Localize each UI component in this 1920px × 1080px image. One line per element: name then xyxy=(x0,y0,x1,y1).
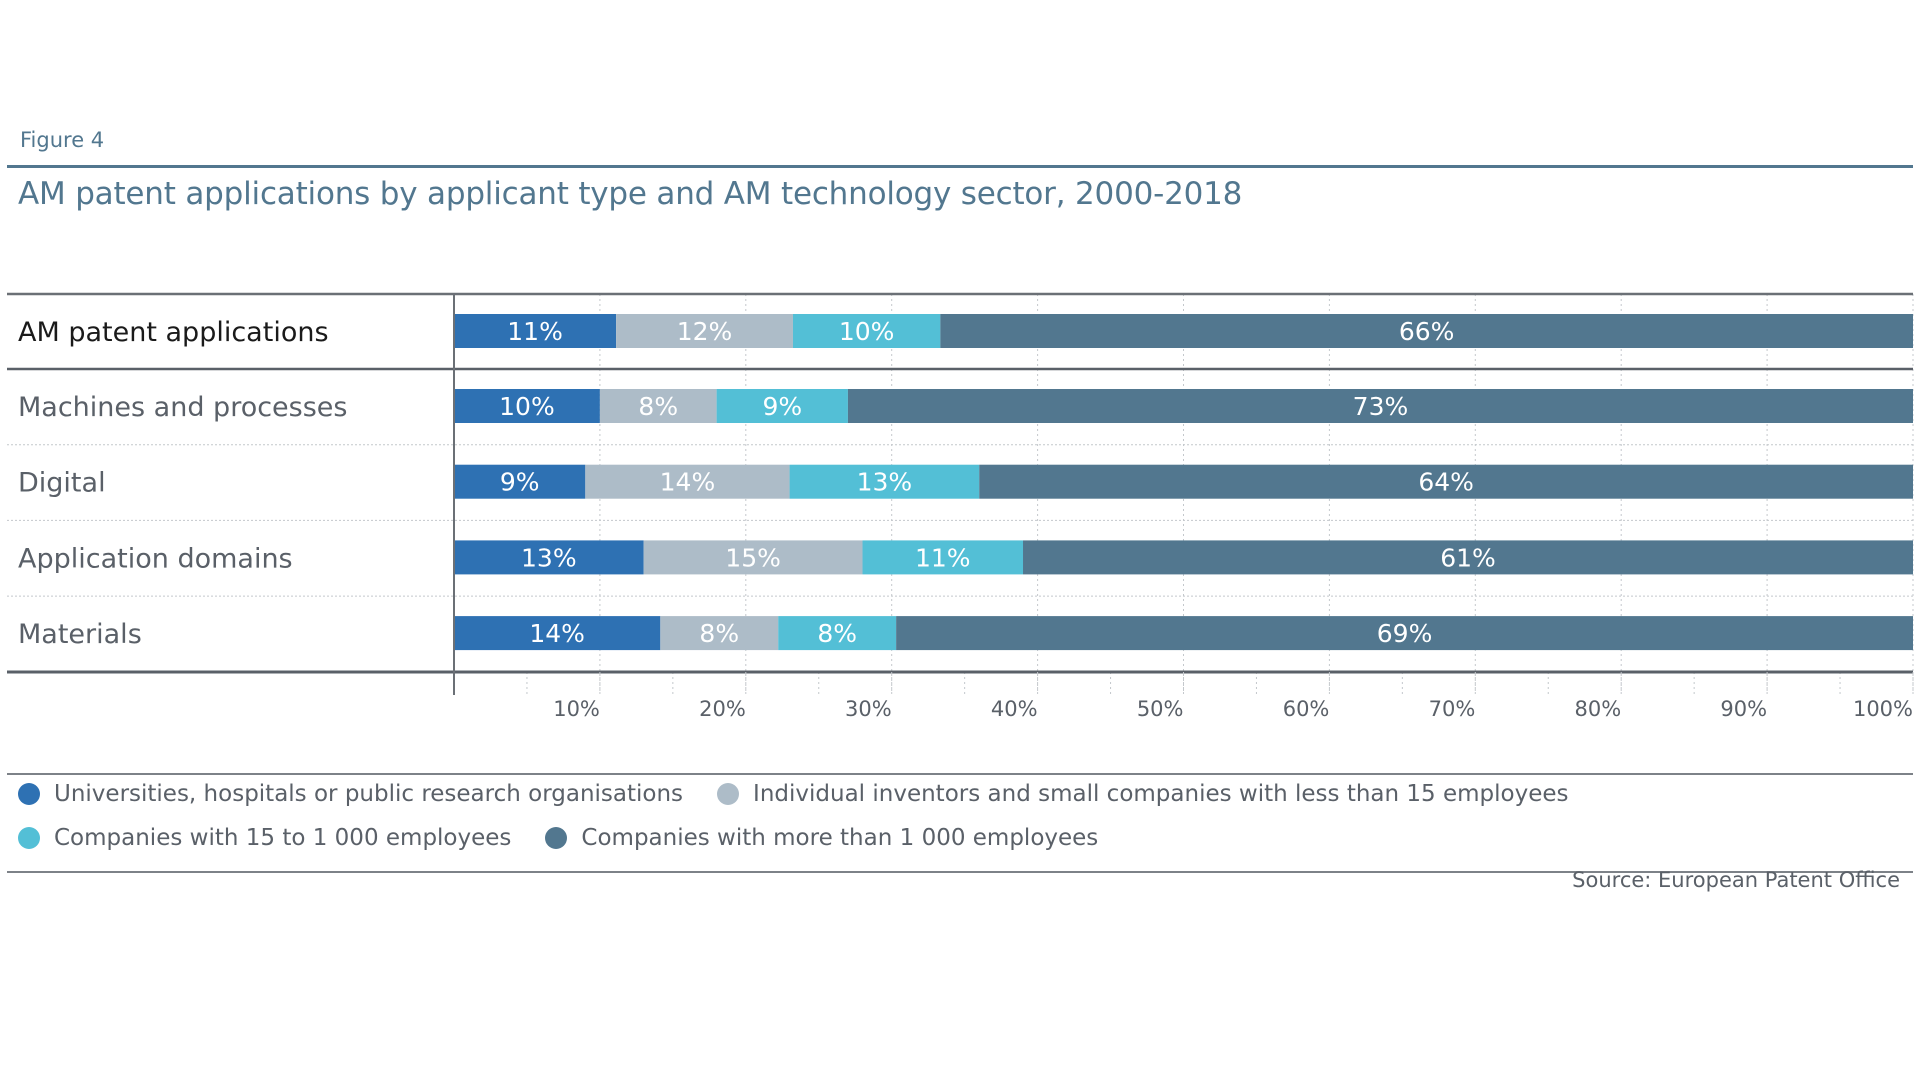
bar-segment xyxy=(585,464,790,499)
bar-segment xyxy=(454,540,644,575)
bar-segment xyxy=(792,314,941,348)
bar-value-label: 69% xyxy=(1377,619,1433,648)
legend-dot-icon xyxy=(717,783,740,805)
bar-value-label: 9% xyxy=(762,392,802,421)
legend: Universities, hospitals or public resear… xyxy=(7,773,1913,873)
bar-value-label: 15% xyxy=(725,543,781,572)
chart-title: AM patent applications by applicant type… xyxy=(18,176,1243,212)
x-tick-label: 40% xyxy=(991,697,1038,721)
bar-value-label: 14% xyxy=(529,619,585,648)
bar-segment xyxy=(778,616,897,651)
bar-segment xyxy=(789,464,980,499)
bar-segment xyxy=(454,314,617,348)
bar-segment xyxy=(454,389,600,423)
legend-item-large-companies: Companies with more than 1 000 employees xyxy=(545,825,1098,851)
bar-value-label: 13% xyxy=(857,468,913,497)
x-tick-label: 80% xyxy=(1575,697,1622,721)
legend-label: Companies with more than 1 000 employees xyxy=(581,825,1099,851)
legend-dot-icon xyxy=(18,783,40,805)
x-tick-label: 50% xyxy=(1137,697,1184,721)
category-label: Application domains xyxy=(18,543,293,574)
x-tick-label: 30% xyxy=(845,697,892,721)
bar-value-label: 8% xyxy=(699,619,739,648)
bar-value-label: 10% xyxy=(839,317,895,346)
bar-value-label: 11% xyxy=(915,543,971,572)
bar-value-label: 12% xyxy=(677,317,733,346)
bar-value-label: 66% xyxy=(1399,317,1455,346)
x-tick-label: 70% xyxy=(1429,697,1476,721)
x-tick-label: 20% xyxy=(699,697,746,721)
category-label: Machines and processes xyxy=(18,392,347,423)
legend-item-medium-companies: Companies with 15 to 1 000 employees xyxy=(18,825,511,851)
bar-segment xyxy=(940,314,1913,348)
legend-label: Universities, hospitals or public resear… xyxy=(54,781,684,807)
bar-segment xyxy=(847,389,1914,423)
bar-segment xyxy=(716,389,848,423)
bar-segment xyxy=(643,540,863,575)
bar-value-label: 14% xyxy=(660,468,716,497)
x-tick-label: 10% xyxy=(553,697,600,721)
legend-item-universities: Universities, hospitals or public resear… xyxy=(18,781,683,807)
title-divider xyxy=(7,165,1913,168)
x-tick-label: 60% xyxy=(1283,697,1330,721)
bar-value-label: 64% xyxy=(1418,468,1474,497)
legend-dot-icon xyxy=(18,827,40,849)
category-label: AM patent applications xyxy=(18,317,329,348)
category-label: Materials xyxy=(18,619,142,650)
bar-segment xyxy=(599,389,717,423)
bar-segment xyxy=(660,616,779,651)
bar-value-label: 11% xyxy=(507,317,563,346)
bar-segment xyxy=(454,616,661,651)
legend-label: Companies with 15 to 1 000 employees xyxy=(54,825,512,851)
stacked-bar-chart: 11% 12% 10% 66% AM patent applications 10% 8% 9… xyxy=(7,292,1914,721)
figure-label: Figure 4 xyxy=(20,128,105,152)
category-label: Digital xyxy=(18,468,106,499)
bar-segment xyxy=(454,464,586,499)
bar-segment xyxy=(862,540,1024,575)
bar-value-label: 73% xyxy=(1353,392,1409,421)
legend-dot-icon xyxy=(545,827,568,849)
bar-value-label: 61% xyxy=(1440,543,1496,572)
x-tick-label: 100% xyxy=(1853,697,1913,721)
bar-value-label: 13% xyxy=(521,543,577,572)
bar-segment xyxy=(896,616,1913,651)
source-note: Source: European Patent Office xyxy=(1572,868,1900,892)
bar-segment xyxy=(1023,540,1913,575)
bar-value-label: 9% xyxy=(500,468,540,497)
legend-row: Universities, hospitals or public resear… xyxy=(18,781,1603,807)
x-tick-label: 90% xyxy=(1720,697,1767,721)
bar-segment xyxy=(979,464,1913,499)
legend-label: Individual inventors and small companies… xyxy=(753,781,1569,807)
bar-value-label: 10% xyxy=(499,392,555,421)
bar-segment xyxy=(616,314,793,348)
legend-item-individual-inventors: Individual inventors and small companies… xyxy=(717,781,1569,807)
bar-value-label: 8% xyxy=(817,619,857,648)
bar-value-label: 8% xyxy=(638,392,678,421)
legend-row: Companies with 15 to 1 000 employees Com… xyxy=(18,825,1132,851)
